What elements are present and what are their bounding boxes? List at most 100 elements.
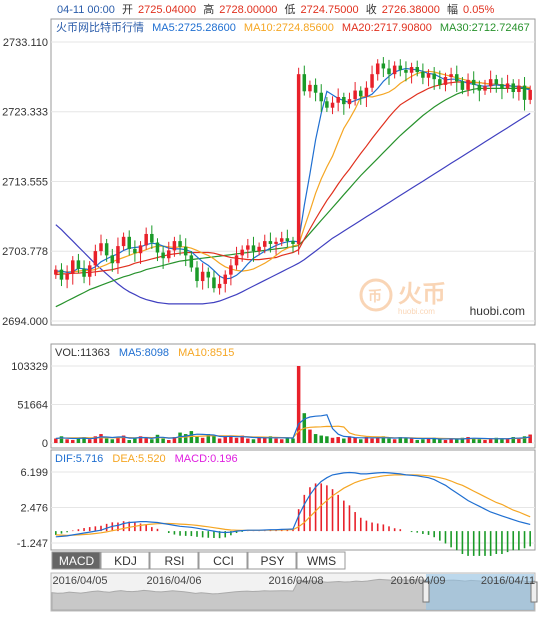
legend-ma20: MA20:2717.90800 bbox=[342, 22, 432, 34]
volume-bar bbox=[127, 440, 131, 443]
candle bbox=[144, 233, 148, 246]
volume-bar bbox=[370, 438, 374, 443]
candle bbox=[359, 90, 363, 97]
legend-ma30: MA30:2712.72467 bbox=[440, 22, 530, 34]
volume-bar bbox=[511, 437, 515, 443]
candle bbox=[234, 255, 239, 266]
header-info: 04-11 00:00 开 2725.04000 高 2728.00000 低 … bbox=[57, 2, 494, 16]
volume-bar bbox=[212, 435, 216, 443]
tab-label: KDJ bbox=[114, 554, 137, 568]
huobi-logo-icon bbox=[359, 278, 393, 312]
macd-y-tick: 2.476 bbox=[20, 503, 48, 515]
volume-bar bbox=[398, 437, 403, 443]
candle bbox=[59, 269, 64, 280]
candle bbox=[466, 79, 470, 90]
tab-rsi[interactable]: RSI bbox=[149, 551, 199, 570]
volume-bar bbox=[392, 439, 397, 443]
legend-macd: MACD:0.196 bbox=[175, 453, 238, 465]
volume-bar bbox=[375, 437, 380, 443]
volume-bar bbox=[257, 437, 261, 443]
tab-label: PSY bbox=[260, 554, 284, 568]
candle bbox=[99, 243, 103, 252]
timeline-label: 2016/04/06 bbox=[146, 575, 201, 587]
tab-wms[interactable]: WMS bbox=[296, 551, 346, 570]
navigator-handle-left[interactable] bbox=[422, 581, 430, 603]
tab-background bbox=[100, 551, 150, 570]
volume-bar bbox=[150, 439, 154, 443]
huobi-watermark: 币 火币 huobi.com bbox=[359, 278, 446, 316]
volume-bar bbox=[460, 437, 465, 443]
price-panel: 2733.110 2723.333 2713.555 2703.778 2694.000… bbox=[2, 18, 536, 328]
candle bbox=[528, 89, 532, 100]
header-high-label: 高 bbox=[203, 2, 214, 16]
ma60-line bbox=[55, 112, 531, 305]
volume-bar bbox=[93, 436, 98, 443]
candle bbox=[155, 242, 160, 253]
volume-bar bbox=[189, 431, 194, 443]
volume-bar bbox=[116, 437, 120, 443]
volume-bar bbox=[471, 438, 476, 443]
candle bbox=[432, 73, 436, 80]
volume-bar bbox=[438, 439, 442, 443]
volume-bar bbox=[415, 440, 419, 443]
candle bbox=[353, 90, 357, 100]
volume-panel: 103329 51664 0 VOL:11363 MA5:8098 MA10:851… bbox=[11, 343, 536, 450]
legend-ma5: MA5:2725.28600 bbox=[152, 22, 236, 34]
volume-bar bbox=[522, 436, 527, 443]
candle bbox=[229, 265, 233, 275]
candle bbox=[387, 68, 391, 75]
volume-bar bbox=[443, 440, 448, 443]
candle bbox=[65, 273, 69, 280]
tab-kdj[interactable]: KDJ bbox=[100, 551, 150, 570]
candle bbox=[121, 236, 126, 247]
price-y-tick: 2723.333 bbox=[2, 107, 48, 119]
timeline-navigator[interactable]: 2016/04/05 2016/04/06 2016/04/08 2016/04/09… bbox=[50, 572, 538, 612]
volume-bar bbox=[155, 434, 160, 443]
candle bbox=[364, 87, 369, 97]
volume-bar bbox=[319, 435, 323, 443]
navigator-handle-right[interactable] bbox=[530, 581, 538, 603]
watermark-url: huobi.com bbox=[470, 304, 525, 318]
tab-background bbox=[51, 551, 101, 570]
volume-bar bbox=[421, 439, 425, 443]
candle bbox=[178, 241, 182, 247]
volume-bar bbox=[121, 435, 126, 443]
candle bbox=[455, 74, 459, 82]
volume-bar bbox=[195, 436, 199, 443]
header-amp: 0.05% bbox=[463, 4, 494, 16]
candle bbox=[319, 92, 323, 102]
tab-macd[interactable]: MACD bbox=[51, 551, 101, 570]
volume-bar bbox=[223, 437, 227, 443]
navigator-selection[interactable] bbox=[426, 574, 534, 610]
candle bbox=[206, 271, 211, 278]
candle bbox=[398, 65, 403, 70]
volume-bar bbox=[353, 437, 357, 443]
candle bbox=[268, 241, 273, 244]
price-y-tick: 2713.555 bbox=[2, 177, 48, 189]
candle bbox=[183, 246, 188, 256]
volume-bar bbox=[432, 437, 436, 443]
tab-cci[interactable]: CCI bbox=[198, 551, 248, 570]
volume-bar bbox=[76, 437, 81, 443]
candle bbox=[127, 236, 131, 249]
tab-psy[interactable]: PSY bbox=[247, 551, 297, 570]
volume-bar bbox=[279, 439, 284, 443]
candle bbox=[87, 265, 92, 277]
candle bbox=[138, 245, 143, 254]
volume-bar bbox=[409, 438, 414, 443]
candle bbox=[330, 102, 335, 108]
tab-background bbox=[296, 551, 346, 570]
header-low-label: 低 bbox=[284, 3, 295, 16]
price-y-tick: 2694.000 bbox=[2, 316, 48, 328]
volume-bar bbox=[54, 438, 58, 443]
candle bbox=[150, 233, 154, 243]
candle bbox=[302, 74, 307, 92]
volume-bar bbox=[359, 439, 363, 443]
candle bbox=[308, 84, 312, 92]
volume-bar bbox=[87, 439, 92, 443]
volume-bar bbox=[285, 437, 290, 443]
candle bbox=[71, 260, 75, 274]
candle bbox=[93, 251, 98, 266]
candle bbox=[336, 97, 340, 103]
candle bbox=[375, 63, 380, 75]
